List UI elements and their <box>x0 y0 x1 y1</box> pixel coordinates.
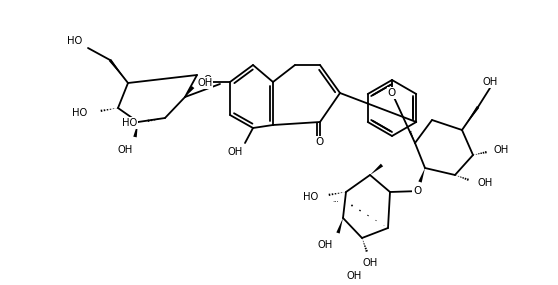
Polygon shape <box>109 59 128 83</box>
Text: OH: OH <box>227 147 243 157</box>
Text: OH: OH <box>362 258 378 268</box>
Polygon shape <box>185 86 194 97</box>
Text: HO: HO <box>122 118 138 128</box>
Text: OH: OH <box>117 145 133 155</box>
Text: HO: HO <box>304 192 319 202</box>
Text: OH: OH <box>198 78 213 88</box>
Text: OH: OH <box>347 271 362 281</box>
Text: ...: ... <box>333 197 339 203</box>
Text: OH: OH <box>493 145 509 155</box>
Text: HO: HO <box>68 36 83 46</box>
Text: O: O <box>413 186 421 196</box>
Polygon shape <box>462 106 479 130</box>
Polygon shape <box>370 164 383 175</box>
Polygon shape <box>336 218 343 233</box>
Polygon shape <box>133 122 138 137</box>
Text: O: O <box>388 88 396 98</box>
Text: O: O <box>203 75 211 85</box>
Text: HO: HO <box>73 108 88 118</box>
Text: O: O <box>316 137 324 147</box>
Text: OH: OH <box>482 77 498 87</box>
Text: OH: OH <box>318 240 333 250</box>
Text: OH: OH <box>478 178 493 188</box>
Polygon shape <box>418 168 425 183</box>
